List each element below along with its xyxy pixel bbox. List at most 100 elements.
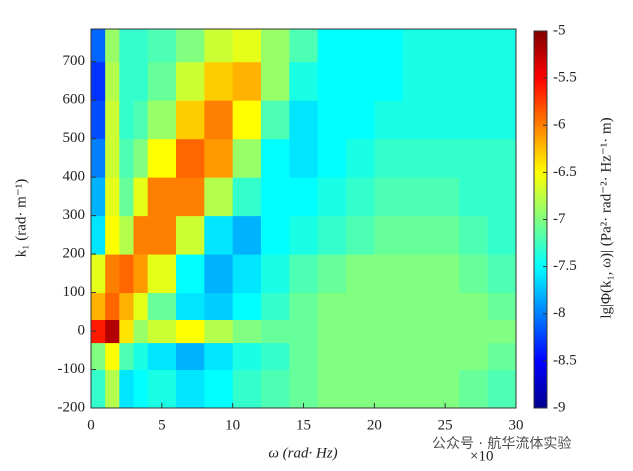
heatmap-cell xyxy=(289,254,319,294)
heatmap-cell xyxy=(176,61,205,101)
heatmap-cell xyxy=(317,292,347,321)
heatmap-cell xyxy=(346,100,375,140)
heatmap-cell xyxy=(105,342,120,371)
heatmap-cell xyxy=(176,29,205,63)
heatmap-cell xyxy=(346,342,375,371)
heatmap-cell xyxy=(374,254,404,294)
heatmap-cell xyxy=(176,342,205,371)
heatmap-cell xyxy=(105,29,120,63)
heatmap-cell xyxy=(119,369,134,409)
heatmap-cell xyxy=(346,138,375,178)
heatmap-cell xyxy=(346,292,375,321)
heatmap-cell xyxy=(232,292,262,321)
heatmap-cell xyxy=(176,215,205,255)
heatmap-cell xyxy=(402,177,432,217)
heatmap-cell xyxy=(147,29,177,63)
heatmap-cell xyxy=(487,138,517,178)
heatmap-cell xyxy=(374,369,404,409)
x-tick-label: 20 xyxy=(367,417,382,433)
heatmap-cell xyxy=(204,342,234,371)
heatmap-cell xyxy=(317,342,347,371)
heatmap-cell xyxy=(487,342,517,371)
heatmap-cell xyxy=(91,61,106,101)
heatmap-cell xyxy=(374,138,404,178)
heatmap-cell xyxy=(459,100,489,140)
heatmap-cell xyxy=(459,29,489,63)
heatmap-cell xyxy=(487,292,517,321)
heatmap-cell xyxy=(232,100,262,140)
colorbar-label: lg|Φ(k₁, ω)| (Pa²· rad⁻²· Hz⁻¹· m) xyxy=(598,117,614,318)
heatmap-cell xyxy=(232,342,262,371)
heatmap-cell xyxy=(346,215,375,255)
heatmap-cell xyxy=(374,177,404,217)
heatmap-cell xyxy=(317,61,347,101)
colorbar-tick-label: -9 xyxy=(553,399,566,415)
heatmap-cell xyxy=(402,215,432,255)
heatmap-cell xyxy=(317,177,347,217)
heatmap-cell xyxy=(91,369,106,409)
heatmap-cell xyxy=(204,29,234,63)
heatmap-cell xyxy=(317,29,347,63)
heatmap-cell xyxy=(289,215,319,255)
heatmap-cell xyxy=(402,29,432,63)
heatmap-cell xyxy=(431,319,460,344)
heatmap-cell xyxy=(147,342,177,371)
heatmap-cell xyxy=(459,319,489,344)
heatmap-cell xyxy=(147,138,177,178)
colorbar-tick-label: -8.5 xyxy=(553,352,577,368)
heatmap-cell xyxy=(119,100,134,140)
heatmap-cell xyxy=(119,215,134,255)
heatmap-cell xyxy=(317,100,347,140)
heatmap-cell xyxy=(204,215,234,255)
heatmap-cell xyxy=(232,215,262,255)
heatmap-cell xyxy=(402,369,432,409)
heatmap-cell xyxy=(261,254,290,294)
heatmap-cell xyxy=(289,29,319,63)
heatmap-cell xyxy=(91,292,106,321)
heatmap-cell xyxy=(402,292,432,321)
colorbar-tick-label: -7.5 xyxy=(553,258,577,274)
heatmap-cell xyxy=(119,29,134,63)
heatmap-cell xyxy=(204,292,234,321)
heatmap-cell xyxy=(374,100,404,140)
heatmap-cell xyxy=(147,100,177,140)
x-tick-label: 10 xyxy=(225,417,240,433)
heatmap-cell xyxy=(431,100,460,140)
heatmap-cell xyxy=(204,177,234,217)
heatmap-cell xyxy=(119,319,134,344)
y-tick-label: -100 xyxy=(58,361,86,377)
heatmap-cell xyxy=(105,254,120,294)
heatmap-cell xyxy=(105,61,120,101)
heatmap-cell xyxy=(346,177,375,217)
heatmap-cell xyxy=(176,177,205,217)
heatmap-cell xyxy=(431,342,460,371)
colorbar-tick-label: -6.5 xyxy=(553,164,577,180)
heatmap-cell xyxy=(91,342,106,371)
heatmap-cell xyxy=(133,138,149,178)
heatmap-cell xyxy=(91,215,106,255)
heatmap-cell xyxy=(261,177,290,217)
heatmap-cell xyxy=(133,61,149,101)
heatmap-cell xyxy=(374,29,404,63)
heatmap-cell xyxy=(232,138,262,178)
heatmap-cell xyxy=(147,319,177,344)
heatmap-cell xyxy=(176,369,205,409)
colorbar-tick-label: -8 xyxy=(553,305,566,321)
heatmap-cell xyxy=(232,369,262,409)
heatmap-cell xyxy=(374,319,404,344)
heatmap-cell xyxy=(204,138,234,178)
heatmap-cell xyxy=(402,61,432,101)
x-tick-label: 25 xyxy=(438,417,453,433)
colorbar-tick-label: -7 xyxy=(553,211,566,227)
heatmap-cell xyxy=(147,215,177,255)
heatmap-cell xyxy=(261,292,290,321)
heatmap-cell xyxy=(133,369,149,409)
heatmap-cell xyxy=(133,319,149,344)
colorbar-tick-label: -5 xyxy=(553,22,566,38)
heatmap-cell xyxy=(346,369,375,409)
heatmap-cell xyxy=(261,215,290,255)
heatmap-cell xyxy=(459,138,489,178)
heatmap-cell xyxy=(459,254,489,294)
